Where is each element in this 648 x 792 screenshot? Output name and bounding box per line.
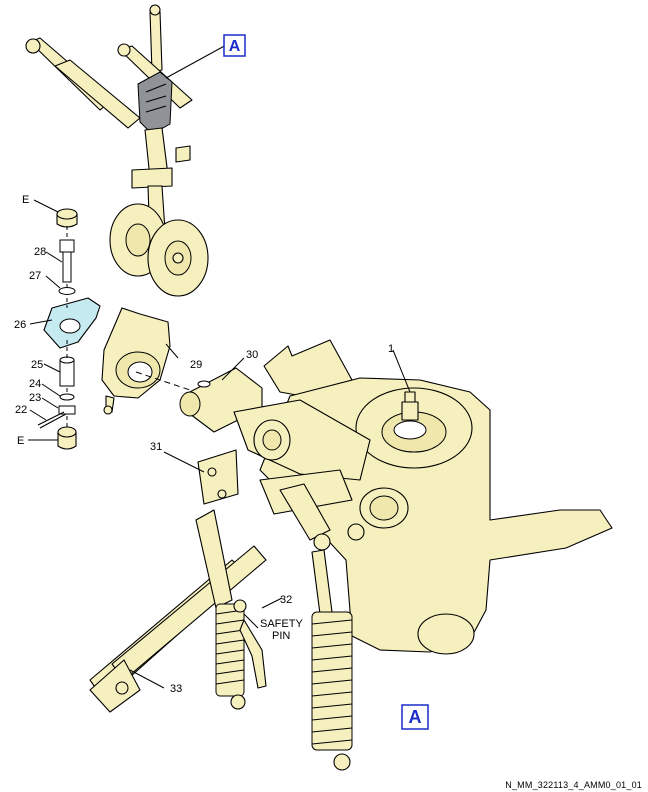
detail-tag-top: A — [229, 38, 241, 55]
main-gear — [89, 339, 613, 771]
actuator-housing — [137, 71, 173, 135]
label-27: 27 — [29, 270, 41, 282]
overview-gear — [25, 4, 229, 297]
label-30: 30 — [246, 349, 258, 361]
figure-reference: N_MM_322113_4_AMM0_01_01 — [505, 780, 642, 790]
label-31: 31 — [150, 441, 162, 453]
label-33: 33 — [170, 683, 182, 695]
label-e-bottom: E — [17, 435, 24, 447]
part-29-housing — [101, 307, 171, 415]
label-26: 26 — [14, 319, 26, 331]
label-23: 23 — [29, 392, 41, 404]
detail-tag-top-box — [223, 34, 246, 57]
label-safety-line1: SAFETY — [260, 618, 303, 630]
label-e-top: E — [22, 194, 29, 206]
label-1: 1 — [388, 343, 394, 355]
exploded-parts — [37, 208, 101, 450]
label-28: 28 — [34, 246, 46, 258]
label-32: 32 — [280, 594, 292, 606]
label-29: 29 — [190, 359, 202, 371]
label-safety-line2: PIN — [272, 630, 290, 642]
leader-lines — [28, 199, 283, 689]
detail-tag-bottom: A — [409, 707, 422, 727]
detail-tag-bottom-box — [401, 704, 429, 730]
label-25: 25 — [31, 359, 43, 371]
label-24: 24 — [29, 378, 41, 390]
label-22: 22 — [15, 404, 27, 416]
